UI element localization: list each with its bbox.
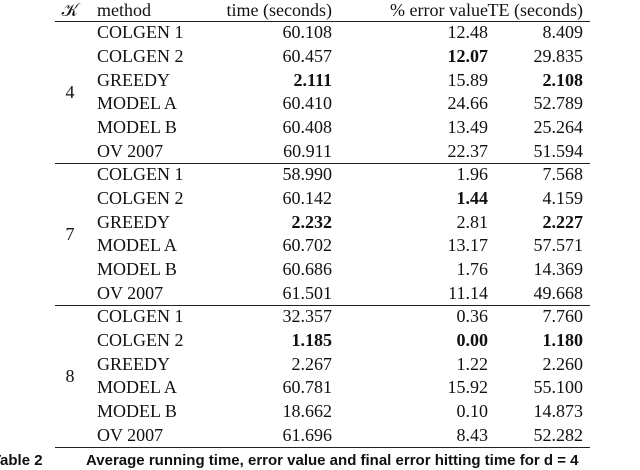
time: 60.911 [283,141,332,161]
error: 1.44 [456,187,489,208]
method: COLGEN 2 [97,187,184,208]
method: OV 2007 [97,425,164,445]
error: 12.48 [447,22,489,42]
error: 22.37 [447,141,489,161]
caption-label: Table 2 [0,452,43,469]
method: COLGEN 2 [97,45,184,66]
method: COLGEN 1 [97,22,184,42]
te-header: TE (seconds) [487,0,583,20]
time: 60.781 [282,377,333,398]
method: COLGEN 1 [97,164,184,184]
method: MODEL A [97,93,177,114]
time: 60.410 [282,93,333,114]
method: MODEL A [97,377,177,398]
error: 11.14 [448,283,488,303]
error: 0.10 [456,401,489,422]
te: 14.369 [533,259,584,280]
time: 61.501 [282,283,333,303]
time: 2.267 [291,353,333,374]
te: 7.568 [542,164,584,184]
error: 2.81 [456,211,489,232]
te: 57.571 [533,235,584,256]
method: MODEL B [97,259,177,280]
error: 15.89 [447,69,489,90]
time: 32.357 [282,306,333,326]
method: MODEL B [97,117,177,138]
time: 60.408 [282,117,333,138]
group-rule [55,163,590,164]
error: 0.36 [456,306,489,326]
time: 60.702 [282,235,333,256]
header-rule [55,21,590,22]
error: 12.07 [447,45,489,66]
te: 8.409 [542,22,584,42]
k-value: 7 [65,223,75,244]
error: 13.49 [447,117,489,138]
method: COLGEN 1 [97,306,184,326]
k-value: 4 [65,81,75,102]
te: 52.789 [533,93,584,114]
te: 4.159 [542,187,584,208]
caption-text: Average running time, error value and fi… [86,452,579,469]
error: 13.17 [447,235,489,256]
te: 52.282 [533,425,584,445]
error: 1.22 [456,353,489,374]
method-header: method [97,0,151,20]
method: COLGEN 2 [97,329,184,350]
k-header: 𝒦 [61,0,79,20]
time-header: time (seconds) [226,0,332,20]
method: OV 2007 [97,141,164,161]
te: 1.180 [542,329,584,350]
te: 29.835 [533,45,584,66]
te: 14.873 [533,401,584,422]
method: GREEDY [97,69,170,90]
te: 2.227 [542,211,584,232]
error: 1.76 [456,259,489,280]
time: 60.108 [282,22,333,42]
method: GREEDY [97,211,170,232]
time: 60.686 [282,259,333,280]
time: 60.457 [282,45,333,66]
time: 58.990 [282,164,333,184]
te: 51.594 [533,141,584,161]
method: MODEL A [97,235,177,256]
error-header: % error value [390,0,488,20]
group-rule [55,305,590,306]
method: OV 2007 [97,283,164,303]
time: 2.111 [293,69,332,90]
time: 60.142 [282,187,333,208]
bottom-rule [55,447,590,448]
te: 49.668 [533,283,584,303]
error: 15.92 [447,377,489,398]
error: 8.43 [456,425,489,445]
te: 2.108 [542,69,584,90]
time: 1.185 [291,329,333,350]
te: 7.760 [542,306,584,326]
te: 2.260 [542,353,584,374]
error: 0.00 [456,329,489,350]
error: 1.96 [456,164,489,184]
method: GREEDY [97,353,170,374]
time: 61.696 [282,425,333,445]
k-value: 8 [65,365,75,386]
time: 2.232 [291,211,333,232]
te: 25.264 [533,117,584,138]
te: 55.100 [533,377,584,398]
error: 24.66 [447,93,489,114]
time: 18.662 [282,401,333,422]
method: MODEL B [97,401,177,422]
